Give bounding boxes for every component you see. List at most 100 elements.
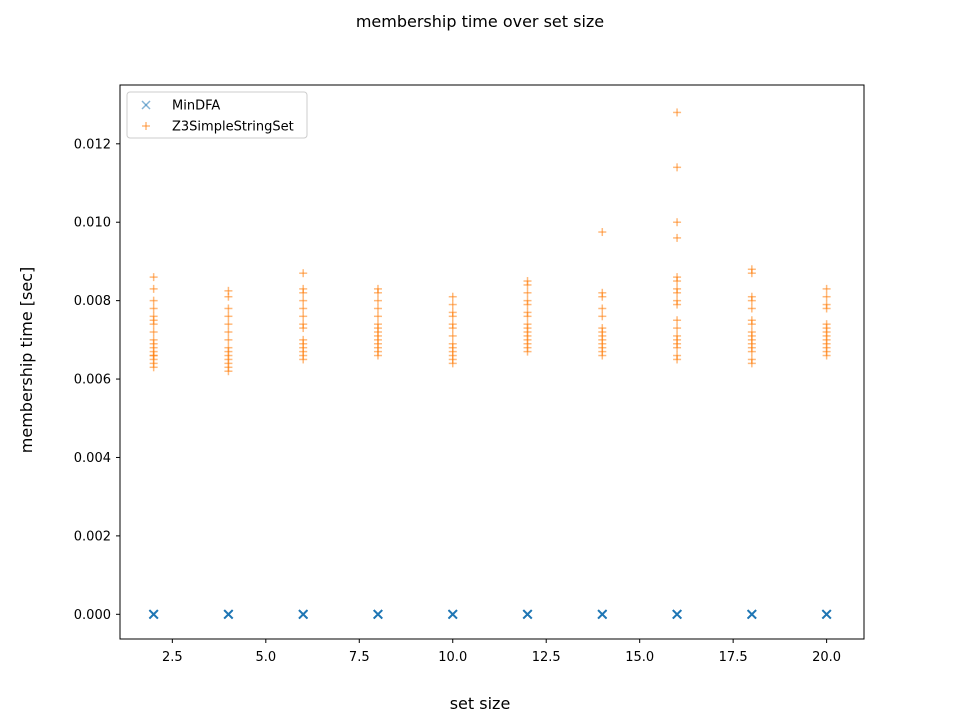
data-point [149, 284, 158, 293]
data-point [673, 316, 682, 325]
data-point [448, 300, 457, 309]
data-point [747, 609, 757, 620]
legend-marker [142, 122, 150, 130]
data-point [747, 359, 756, 368]
data-point [373, 304, 382, 313]
x-tick-label: 10.0 [438, 650, 467, 665]
data-point [224, 335, 233, 344]
data-point [747, 304, 756, 313]
data-point [673, 108, 682, 117]
x-tick-label: 12.5 [532, 650, 561, 665]
y-tick-label: 0.000 [74, 608, 111, 623]
data-point [448, 324, 457, 333]
y-tick-label: 0.010 [74, 216, 111, 231]
series-z3simplestringset [149, 108, 831, 376]
y-tick-label: 0.006 [74, 373, 111, 388]
data-point [598, 351, 607, 360]
data-point [822, 304, 831, 313]
data-point [148, 609, 159, 620]
data-point [149, 363, 158, 372]
data-point [299, 355, 308, 364]
data-point [673, 324, 682, 333]
data-point [673, 343, 682, 352]
data-point [523, 280, 532, 289]
data-point [447, 609, 458, 620]
y-tick-label: 0.004 [74, 451, 111, 466]
data-point [299, 296, 308, 305]
data-point [299, 304, 308, 313]
data-point [747, 269, 756, 278]
data-point [373, 296, 382, 305]
data-point [822, 284, 831, 293]
data-point [598, 304, 607, 313]
data-point [598, 228, 607, 237]
plot-area: 2.5 5.0 7.5 10.0 12.5 15.0 17.5 20.0 0.000 0.002… [74, 84, 865, 665]
data-point [373, 351, 382, 360]
data-point [299, 269, 308, 278]
data-point [523, 312, 532, 321]
legend-marker [141, 100, 151, 110]
data-point [597, 609, 608, 620]
data-point [149, 320, 158, 329]
data-point [299, 324, 308, 333]
data-point [747, 347, 756, 356]
data-point [149, 304, 158, 313]
legend: MinDFA Z3SimpleStringSet [126, 91, 308, 139]
y-tick-label: 0.002 [74, 529, 111, 544]
data-point [298, 609, 309, 620]
series-layer [148, 108, 832, 620]
x-axis-label: set size [450, 694, 511, 713]
data-point [673, 288, 682, 297]
data-point [448, 331, 457, 340]
data-point [598, 292, 607, 301]
series-mindfa [148, 609, 832, 620]
legend-box [126, 91, 308, 139]
data-point [224, 320, 233, 329]
data-point [224, 292, 233, 301]
data-point [747, 320, 756, 329]
data-point [299, 288, 308, 297]
plot-frame [119, 84, 865, 640]
data-point [149, 328, 158, 337]
x-tick-label: 2.5 [162, 650, 183, 665]
x-tick-label: 7.5 [349, 650, 370, 665]
data-point [523, 347, 532, 356]
data-point [822, 351, 831, 360]
data-point [149, 273, 158, 282]
data-point [673, 355, 682, 364]
y-tick-label: 0.012 [74, 137, 111, 152]
data-point [673, 163, 682, 172]
data-point [522, 609, 533, 620]
x-tick-label: 20.0 [812, 650, 841, 665]
x-tick-label: 15.0 [625, 650, 654, 665]
data-point [373, 312, 382, 321]
data-point [448, 312, 457, 321]
data-point [822, 292, 831, 301]
data-point [673, 300, 682, 309]
y-axis: 0.000 0.002 0.004 0.006 0.008 0.010 0.012 [74, 137, 120, 623]
data-point [448, 292, 457, 301]
x-tick-label: 5.0 [255, 650, 276, 665]
x-axis: 2.5 5.0 7.5 10.0 12.5 15.0 17.5 20.0 [162, 639, 841, 665]
y-tick-label: 0.008 [74, 294, 111, 309]
data-point [523, 288, 532, 297]
legend-label: MinDFA [172, 99, 220, 114]
data-point [523, 300, 532, 309]
data-point [821, 609, 832, 620]
data-point [224, 304, 233, 313]
data-point [747, 296, 756, 305]
data-point [299, 312, 308, 321]
x-tick-label: 17.5 [719, 650, 748, 665]
data-point [598, 312, 607, 321]
data-point [673, 277, 682, 286]
data-point [673, 233, 682, 242]
data-point [224, 328, 233, 337]
data-point [224, 367, 233, 376]
legend-label: Z3SimpleStringSet [172, 120, 294, 135]
data-point [672, 609, 682, 620]
data-point [673, 218, 682, 227]
chart-title: membership time over set size [356, 12, 604, 31]
data-point [448, 359, 457, 368]
